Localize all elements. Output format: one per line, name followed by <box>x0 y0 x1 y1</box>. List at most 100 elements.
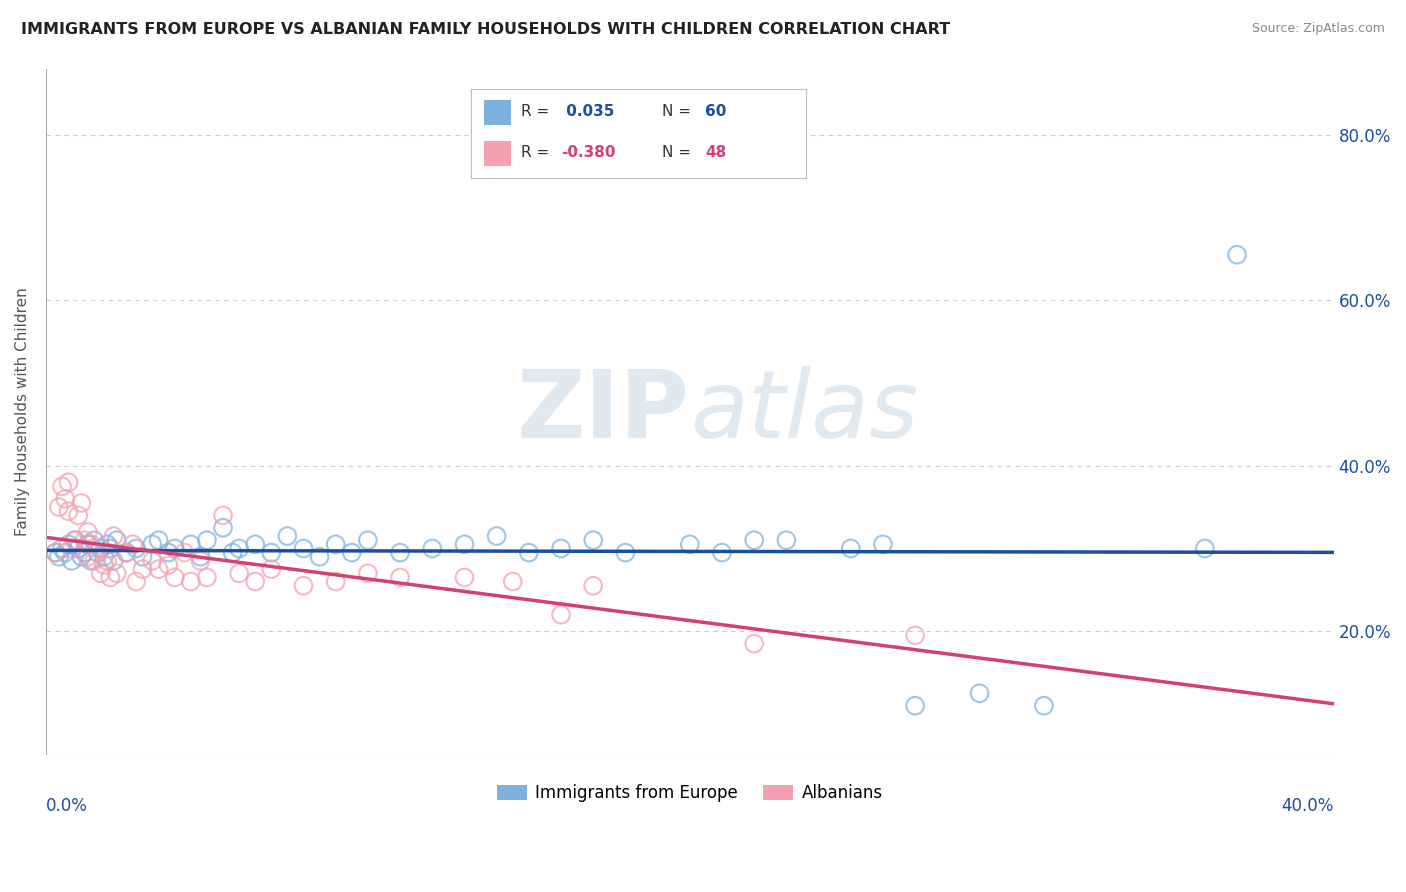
Point <box>1032 698 1054 713</box>
Point <box>53 491 76 506</box>
Point <box>260 562 283 576</box>
Point <box>86 546 108 560</box>
Point <box>67 508 90 523</box>
Point <box>389 570 412 584</box>
Point <box>76 549 98 564</box>
Point <box>195 570 218 584</box>
Point <box>96 554 118 568</box>
Point <box>83 533 105 548</box>
Point <box>157 558 180 572</box>
Point <box>60 541 83 556</box>
Point <box>83 554 105 568</box>
Point <box>131 562 153 576</box>
Point <box>679 537 702 551</box>
Text: ZIP: ZIP <box>517 366 690 458</box>
Point <box>48 500 70 514</box>
Point <box>325 537 347 551</box>
Point <box>58 537 80 551</box>
Point <box>775 533 797 548</box>
Point <box>122 537 145 551</box>
Point <box>173 546 195 560</box>
Point <box>325 574 347 589</box>
Point <box>245 574 267 589</box>
Point <box>125 541 148 556</box>
Point <box>969 686 991 700</box>
Point <box>148 533 170 548</box>
Text: IMMIGRANTS FROM EUROPE VS ALBANIAN FAMILY HOUSEHOLDS WITH CHILDREN CORRELATION C: IMMIGRANTS FROM EUROPE VS ALBANIAN FAMIL… <box>21 22 950 37</box>
Point <box>190 549 212 564</box>
Point <box>93 549 115 564</box>
Point <box>212 508 235 523</box>
Point <box>67 541 90 556</box>
Point <box>93 558 115 572</box>
Point <box>86 546 108 560</box>
Point <box>357 533 380 548</box>
Point <box>872 537 894 551</box>
Point <box>105 533 128 548</box>
Point <box>163 541 186 556</box>
Point <box>1226 248 1249 262</box>
Point <box>582 579 605 593</box>
Point <box>76 524 98 539</box>
Point <box>228 541 250 556</box>
Point <box>51 541 73 556</box>
Point <box>148 562 170 576</box>
Point <box>357 566 380 581</box>
Point <box>420 541 443 556</box>
Point <box>245 537 267 551</box>
Point <box>131 549 153 564</box>
Point <box>292 541 315 556</box>
Point <box>98 541 121 556</box>
Legend: Immigrants from Europe, Albanians: Immigrants from Europe, Albanians <box>491 778 889 809</box>
Point <box>48 549 70 564</box>
Point <box>340 546 363 560</box>
Point <box>212 521 235 535</box>
Point <box>276 529 298 543</box>
Point <box>70 496 93 510</box>
Point <box>190 554 212 568</box>
Point <box>76 537 98 551</box>
Point <box>103 554 125 568</box>
Point <box>115 546 138 560</box>
Text: 40.0%: 40.0% <box>1281 797 1334 814</box>
Point <box>98 570 121 584</box>
Point <box>141 554 163 568</box>
Text: Source: ZipAtlas.com: Source: ZipAtlas.com <box>1251 22 1385 36</box>
Point <box>904 628 927 642</box>
Point <box>550 541 572 556</box>
Point <box>63 533 86 548</box>
Point <box>711 546 734 560</box>
Point <box>904 698 927 713</box>
Point <box>45 546 67 560</box>
Point <box>141 537 163 551</box>
Point <box>115 546 138 560</box>
Point <box>582 533 605 548</box>
Point <box>58 504 80 518</box>
Point <box>80 537 103 551</box>
Point <box>228 566 250 581</box>
Point <box>195 533 218 548</box>
Point <box>180 574 202 589</box>
Point <box>614 546 637 560</box>
Point <box>180 537 202 551</box>
Point <box>292 579 315 593</box>
Point <box>742 637 765 651</box>
Y-axis label: Family Households with Children: Family Households with Children <box>15 287 30 536</box>
Point <box>157 546 180 560</box>
Point <box>63 533 86 548</box>
Point <box>742 533 765 548</box>
Text: atlas: atlas <box>690 367 918 458</box>
Point <box>73 533 96 548</box>
Point <box>53 546 76 560</box>
Point <box>308 549 330 564</box>
Point <box>502 574 524 589</box>
Point <box>105 566 128 581</box>
Point <box>1194 541 1216 556</box>
Point <box>517 546 540 560</box>
Point <box>260 546 283 560</box>
Point <box>96 537 118 551</box>
Point <box>839 541 862 556</box>
Point <box>103 529 125 543</box>
Point <box>453 570 475 584</box>
Point <box>485 529 508 543</box>
